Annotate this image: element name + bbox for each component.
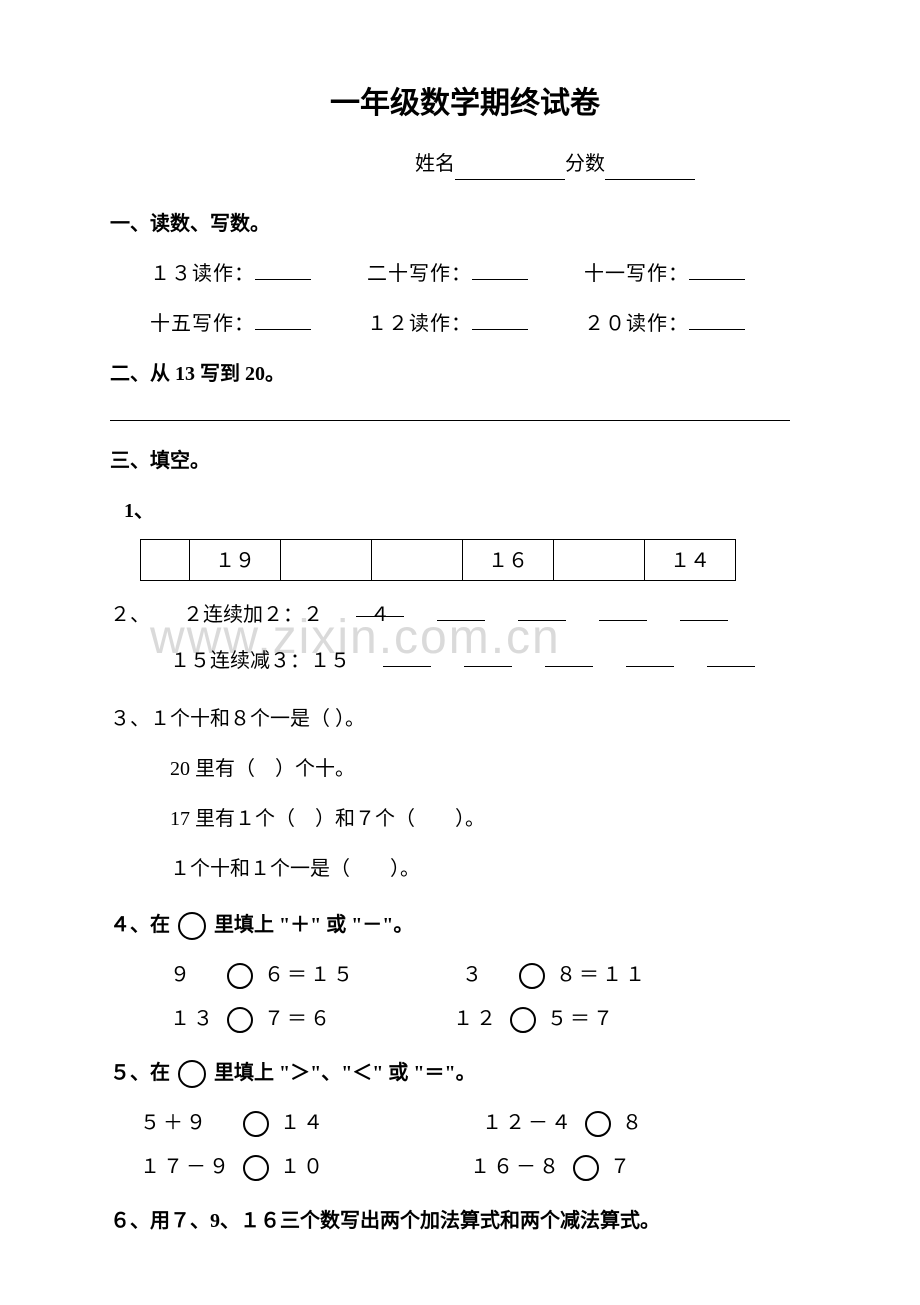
q4-r1-d: ５＝７ [547, 1008, 616, 1030]
q2-line-1: ２、 ２连续加２：２ ４ [110, 599, 820, 631]
s1-item-3: 十五写作： [150, 313, 255, 335]
q1-cell-5[interactable] [553, 539, 645, 581]
q6-header: ６、用７、9、１６三个数写出两个加法算式和两个减法算式。 [110, 1205, 820, 1237]
s1-item-1: 二十写作： [367, 263, 472, 285]
q3-line-3: １个十和１个一是（ ）。 [170, 853, 820, 885]
q5-r1-d: ７ [610, 1156, 633, 1178]
s1-row-2: 十五写作： １２读作： ２０读作： [150, 308, 820, 340]
circle-icon[interactable] [227, 1007, 253, 1033]
q3-line-1: 20 里有（ ）个十。 [170, 753, 820, 785]
q1-cell-1: １９ [189, 539, 281, 581]
s1-blank-5[interactable] [689, 312, 745, 330]
q2-b6[interactable] [464, 649, 512, 667]
name-blank[interactable] [455, 160, 565, 180]
q2-filled-blank: ４ [356, 599, 404, 617]
q5-h1: ５、在 [110, 1062, 170, 1084]
q2-text-2: １５连续减３：１５ [170, 650, 350, 672]
q2-b4[interactable] [680, 603, 728, 621]
q5-r1-c: １６－８ [470, 1156, 562, 1178]
q4-r0-b: ６＝１５ [264, 964, 356, 986]
q3-line-0: ３、１个十和８个一是（ ）。 [110, 703, 820, 735]
section-1-header: 一、读数、写数。 [110, 208, 820, 240]
circle-icon[interactable] [510, 1007, 536, 1033]
s1-blank-4[interactable] [472, 312, 528, 330]
s1-blank-3[interactable] [255, 312, 311, 330]
q4-r0-a: ９ [170, 964, 216, 986]
q1-table: １９ １６ １４ [140, 539, 820, 581]
q5-r1-a: １７－９ [140, 1156, 232, 1178]
q4-h1: ４、在 [110, 914, 170, 936]
circle-icon[interactable] [519, 963, 545, 989]
circle-icon[interactable] [573, 1155, 599, 1181]
q2-b9[interactable] [707, 649, 755, 667]
circle-icon[interactable] [585, 1111, 611, 1137]
q2-text-1: ２连续加２：２ [183, 604, 323, 626]
s1-item-4: １２读作： [367, 313, 472, 335]
q1-cell-4: １６ [462, 539, 554, 581]
q4-r0-c: ３ [462, 964, 508, 986]
q2-b5[interactable] [383, 649, 431, 667]
q2-b8[interactable] [626, 649, 674, 667]
q5-r1-b: １０ [280, 1156, 326, 1178]
section-2-header: 二、从 13 写到 20。 [110, 358, 820, 390]
s1-row-1: １３读作： 二十写作： 十一写作： [150, 258, 820, 290]
q4-r1-c: １２ [453, 1008, 499, 1030]
page-title: 一年级数学期终试卷 [110, 80, 820, 128]
q1-cell-3[interactable] [371, 539, 463, 581]
s2-writing-line[interactable] [110, 420, 790, 421]
q4-r0-d: ８＝１１ [556, 964, 648, 986]
q2-b1[interactable] [437, 603, 485, 621]
q1-cell-2[interactable] [280, 539, 372, 581]
q2-b3[interactable] [599, 603, 647, 621]
s1-blank-1[interactable] [472, 262, 528, 280]
q5-row-0: ５＋９ １４ １２－４ ８ [140, 1107, 820, 1139]
s1-item-5: ２０读作： [584, 313, 689, 335]
q4-r1-a: １３ [170, 1008, 216, 1030]
name-label: 姓名 [415, 153, 455, 175]
circle-icon[interactable] [227, 963, 253, 989]
q4-row-1: １３ ７＝６ １２ ５＝７ [170, 1003, 820, 1035]
circle-icon [178, 912, 206, 940]
q1-cell-0[interactable] [140, 539, 190, 581]
s1-blank-0[interactable] [255, 262, 311, 280]
q4-header: ４、在 里填上 "＋" 或 "－"。 [110, 909, 820, 941]
s1-item-2: 十一写作： [584, 263, 689, 285]
q5-row-1: １７－９ １０ １６－８ ７ [140, 1151, 820, 1183]
score-blank[interactable] [605, 160, 695, 180]
name-score-line: 姓名 分数 [110, 148, 820, 180]
q4-h2: 里填上 "＋" 或 "－"。 [214, 914, 413, 936]
section-3-header: 三、填空。 [110, 445, 820, 477]
q2-b2[interactable] [518, 603, 566, 621]
circle-icon[interactable] [243, 1155, 269, 1181]
q5-header: ５、在 里填上 "＞"、"＜" 或 "＝"。 [110, 1057, 820, 1089]
q2-filled-val: ４ [356, 599, 404, 631]
q4-row-0: ９ ６＝１５ ３ ８＝１１ [170, 959, 820, 991]
q4-r1-b: ７＝６ [264, 1008, 333, 1030]
q5-r0-d: ８ [622, 1112, 645, 1134]
q2-b7[interactable] [545, 649, 593, 667]
circle-icon[interactable] [243, 1111, 269, 1137]
q5-r0-c: １２－４ [482, 1112, 574, 1134]
q2-line-2: １５连续减３：１５ [170, 645, 820, 677]
q2-prefix: ２、 [110, 604, 150, 626]
circle-icon [178, 1060, 206, 1088]
q1-cell-6: １４ [644, 539, 736, 581]
q3-line-2: 17 里有１个（ ）和７个（ ）。 [170, 803, 820, 835]
s1-blank-2[interactable] [689, 262, 745, 280]
score-label: 分数 [565, 153, 605, 175]
q5-r0-a: ５＋９ [140, 1112, 232, 1134]
q5-h2: 里填上 "＞"、"＜" 或 "＝"。 [214, 1062, 476, 1084]
s1-item-0: １３读作： [150, 263, 255, 285]
q1-label: 1、 [124, 495, 820, 527]
q5-r0-b: １４ [280, 1112, 326, 1134]
